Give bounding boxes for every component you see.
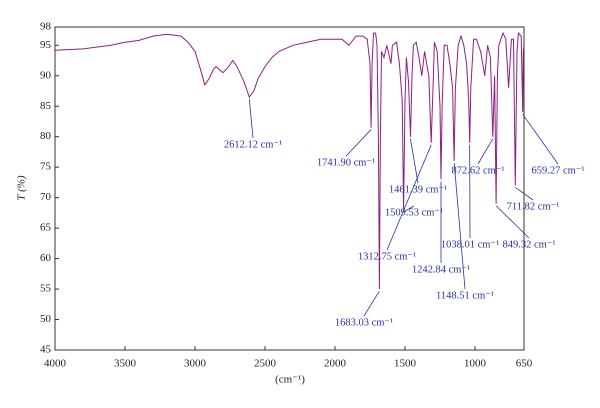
x-axis-label: (cm⁻¹) — [275, 374, 305, 386]
y-tick-label: 65 — [40, 222, 52, 234]
annotation-label: 1741.90 cm⁻¹ — [317, 157, 375, 168]
x-tick-label: 650 — [516, 358, 533, 370]
annotation-label: 1038.01 cm⁻¹ — [441, 239, 499, 250]
y-tick-label: 98 — [40, 21, 52, 33]
annotation-label: 1683.03 cm⁻¹ — [335, 317, 393, 328]
plot-frame — [54, 26, 525, 351]
y-tick-label: 90 — [40, 69, 52, 81]
y-tick-label: 70 — [40, 191, 52, 203]
y-tick-label: 95 — [40, 39, 52, 51]
annotation-label: 2612.12 cm⁻¹ — [224, 139, 282, 150]
annotation-label: 849.32 cm⁻¹ — [502, 239, 555, 250]
annotation-label: 1148.51 cm⁻¹ — [436, 290, 494, 301]
annotation-label: 1461.39 cm⁻¹ — [389, 184, 447, 195]
x-tick-label: 1000 — [464, 358, 487, 370]
annotation-leader — [248, 99, 254, 139]
spectrum-line — [54, 31, 525, 290]
x-tick-label: 2500 — [254, 358, 277, 370]
x-tick-label: 3000 — [184, 358, 207, 370]
annotation-leader — [403, 205, 415, 213]
y-tick-label: 80 — [40, 130, 52, 142]
annotation-label: 1312.75 cm⁻¹ — [358, 251, 416, 262]
y-tick-label: 45 — [40, 344, 52, 356]
y-tick-label: 85 — [40, 100, 52, 112]
annotation-leader — [515, 187, 534, 201]
annotation-leader — [386, 144, 432, 251]
annotation-leader — [522, 114, 559, 165]
y-tick-label: 75 — [40, 161, 52, 173]
annotation-leader — [453, 163, 466, 290]
annotation-leader — [495, 205, 530, 239]
x-tick-label: 3500 — [114, 358, 137, 370]
y-tick-label: 60 — [40, 252, 52, 264]
x-tick-label: 1500 — [394, 358, 417, 370]
annotation-leader — [410, 138, 419, 184]
y-tick-label: 55 — [40, 283, 52, 295]
y-axis-label: T (%) — [16, 175, 28, 200]
y-tick-label: 50 — [40, 313, 52, 325]
annotation-label: 872.62 cm⁻¹ — [451, 165, 504, 176]
annotation-label: 1242.84 cm⁻¹ — [412, 264, 470, 275]
annotation-label: 659.27 cm⁻¹ — [531, 165, 584, 176]
x-tick-label: 2000 — [324, 358, 347, 370]
annotation-leader — [363, 290, 380, 317]
annotation-label: 1509.53 cm⁻¹ — [385, 207, 443, 218]
annotation-leader — [345, 129, 372, 157]
x-tick-label: 4000 — [44, 358, 67, 370]
annotation-leader — [477, 138, 494, 165]
annotation-label: 711.82 cm⁻¹ — [507, 201, 560, 212]
